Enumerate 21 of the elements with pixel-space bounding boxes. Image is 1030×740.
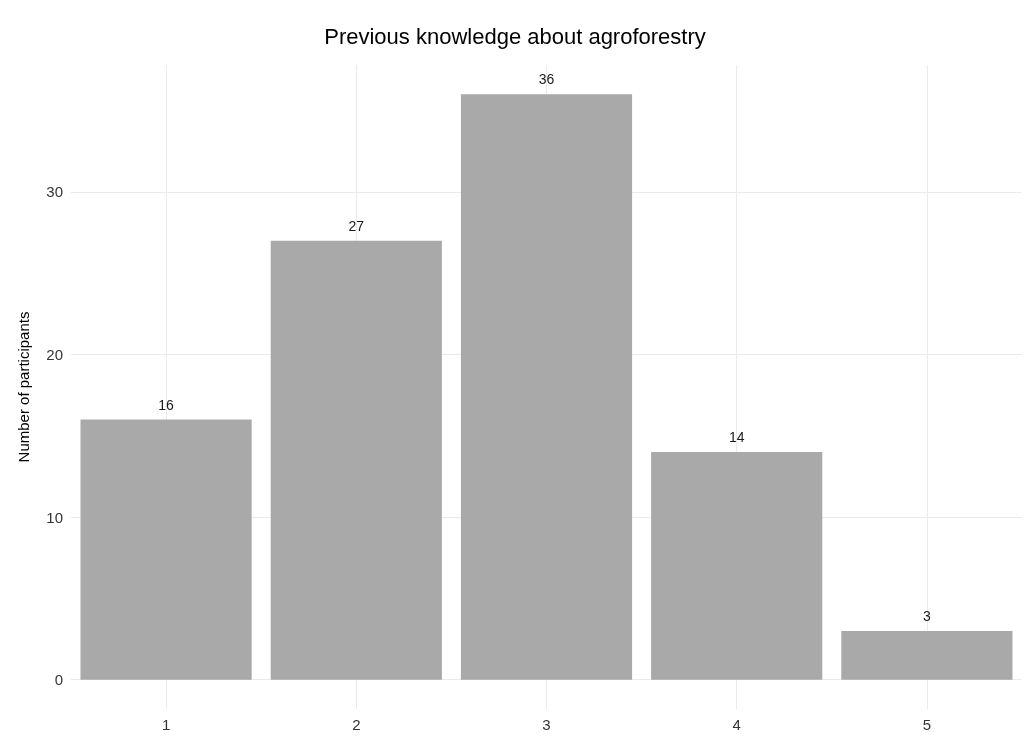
y-tick-label: 20 (46, 345, 63, 363)
bar (460, 94, 633, 680)
bar (270, 240, 442, 680)
x-tick-label: 4 (732, 716, 741, 733)
y-tick-label: 0 (54, 671, 63, 689)
chart-title: Previous knowledge about agroforestry (324, 23, 706, 49)
data-label: 14 (728, 429, 745, 446)
x-tick-label: 2 (352, 716, 361, 733)
data-label: 3 (923, 607, 931, 624)
x-tick-label: 1 (161, 716, 171, 733)
bar (841, 630, 1013, 680)
data-label: 16 (158, 396, 175, 413)
bar (80, 419, 252, 680)
bar (651, 452, 823, 680)
y-tick-label: 10 (46, 508, 63, 526)
data-label: 27 (348, 217, 365, 234)
x-tick-label: 5 (922, 716, 932, 733)
data-label: 36 (538, 71, 555, 88)
y-axis-title: Number of participants (15, 311, 32, 463)
y-tick-label: 30 (46, 183, 63, 201)
x-tick-label: 3 (542, 716, 551, 733)
